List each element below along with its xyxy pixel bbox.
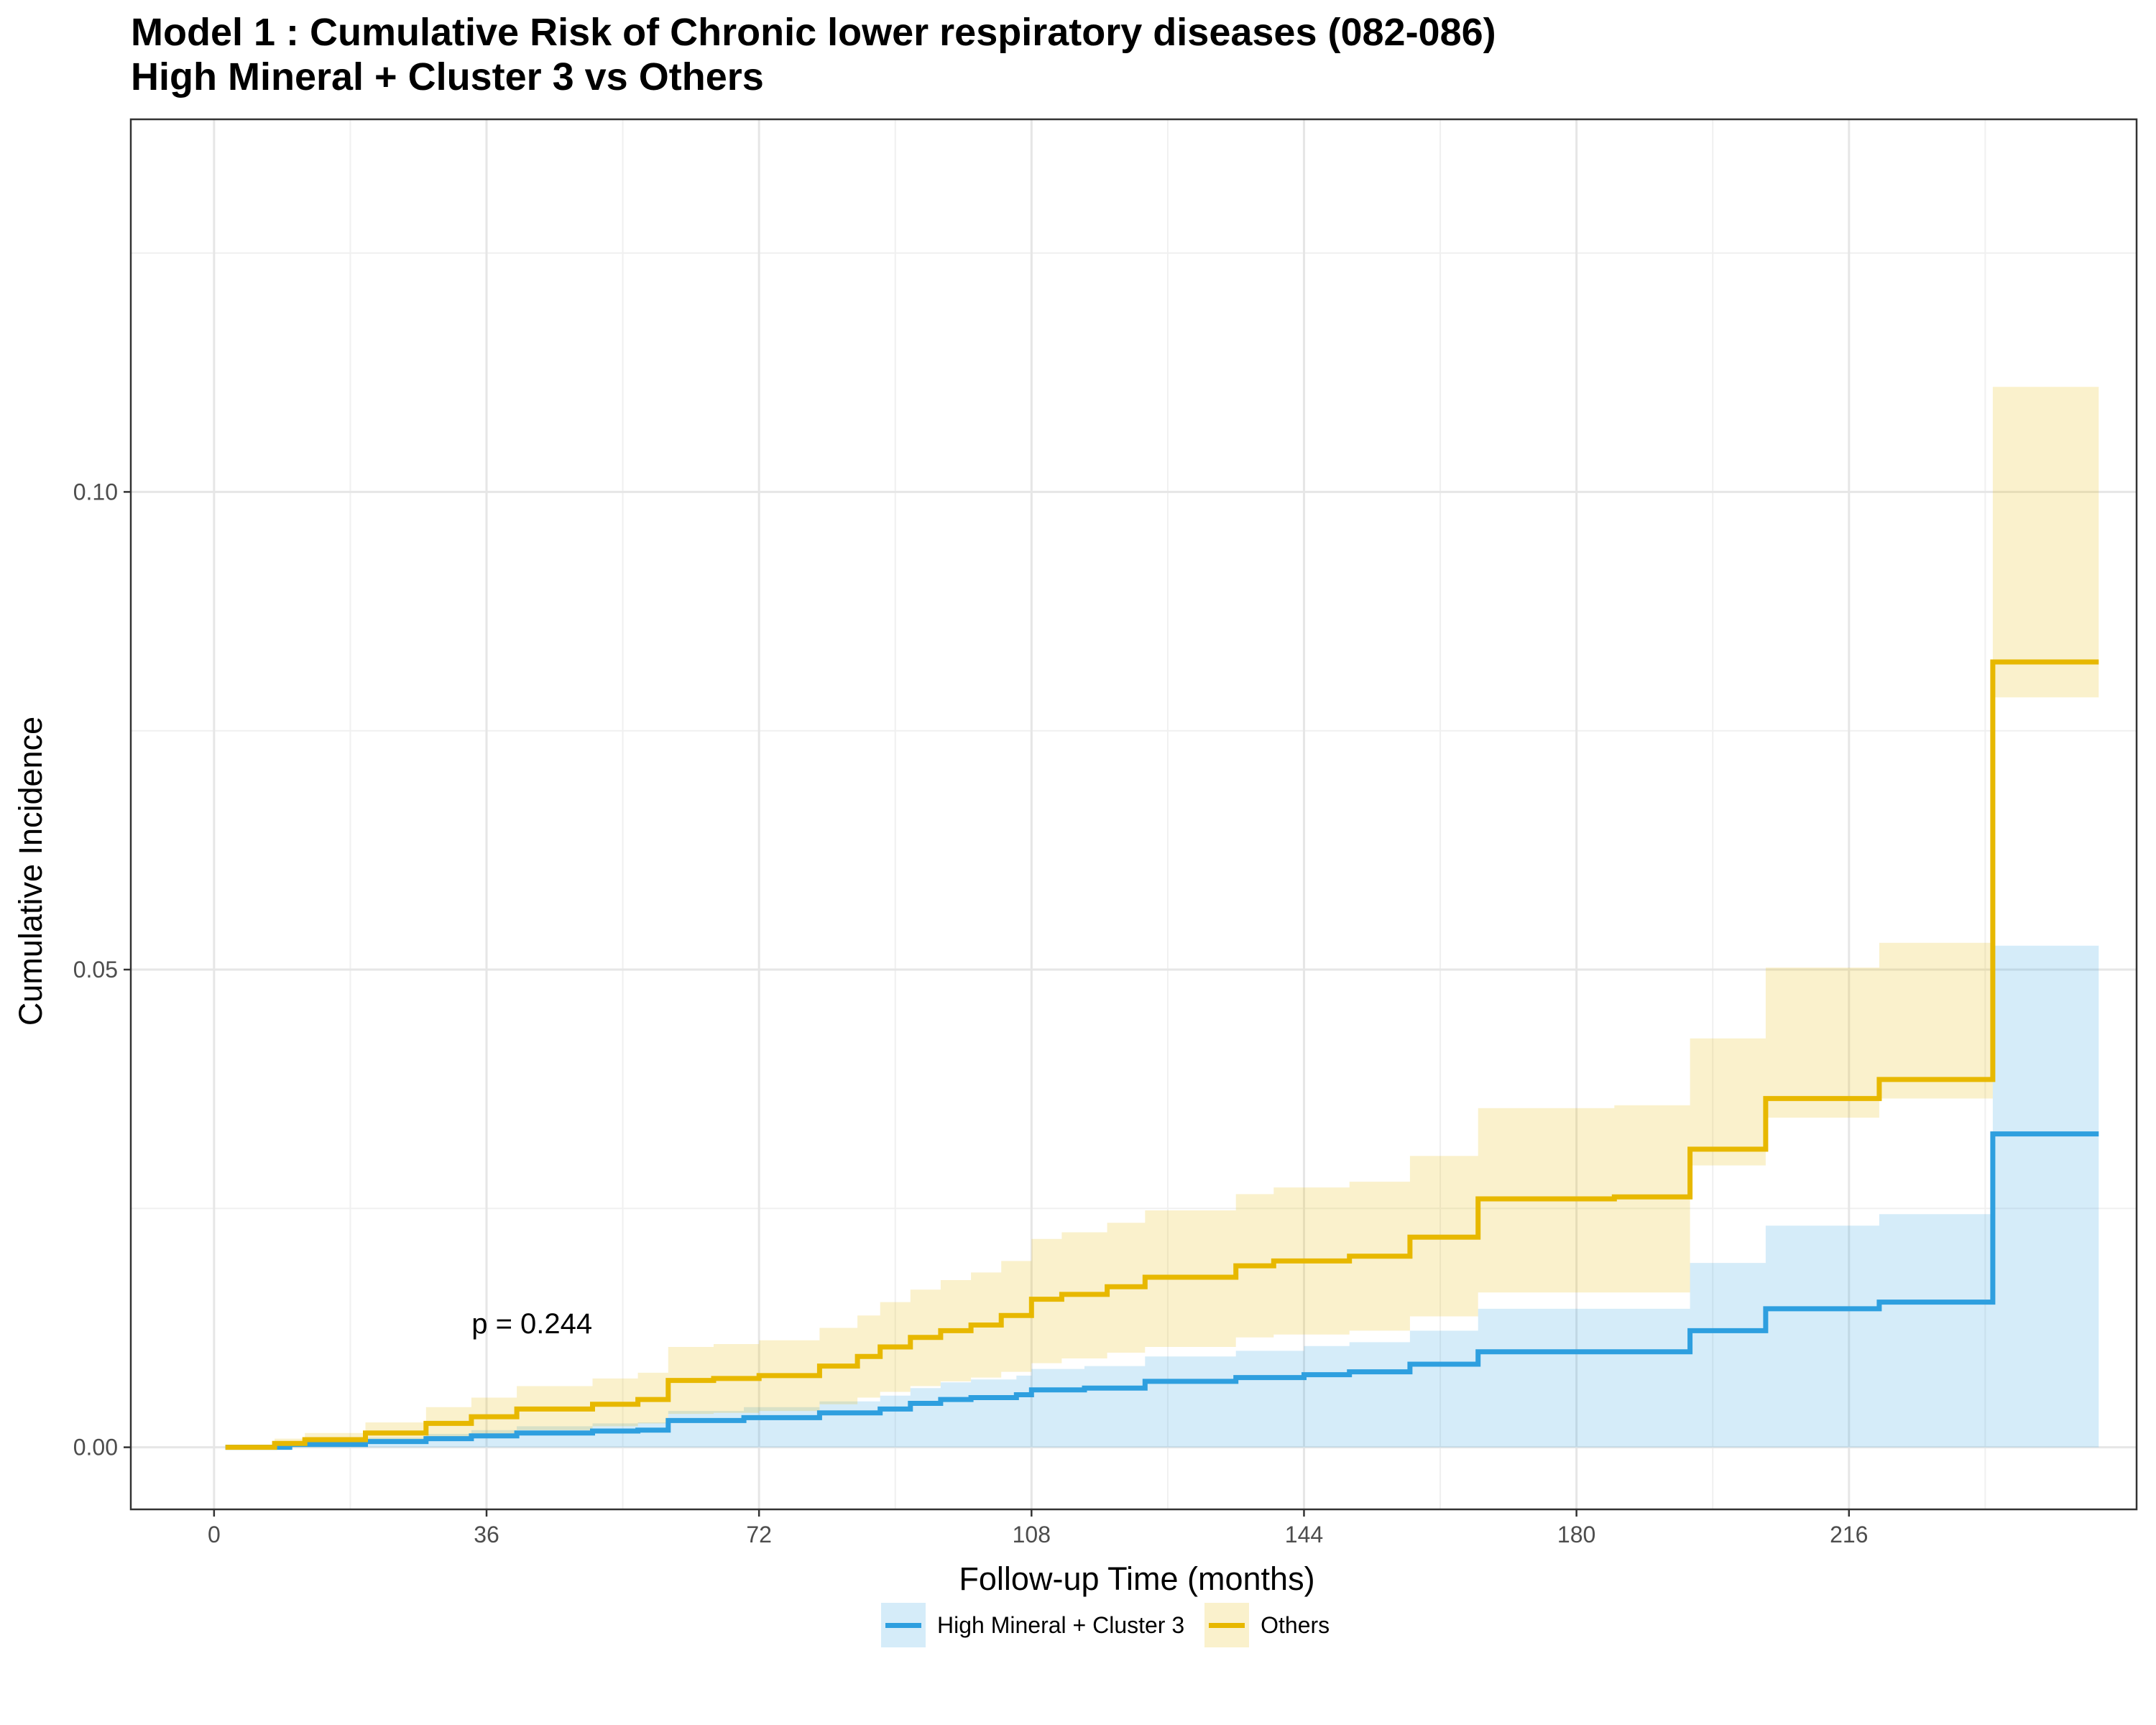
x-tick-label: 72 (746, 1522, 772, 1547)
legend-item-others: Others (1204, 1603, 1330, 1647)
p-value-annotation: p = 0.244 (471, 1308, 592, 1340)
y-tick-label: 0.10 (73, 479, 118, 505)
grid-lines (131, 119, 2137, 1509)
annotations: p = 0.244 (471, 1308, 592, 1340)
x-axis-label: Follow-up Time (months) (959, 1560, 1314, 1597)
y-axis-label: Cumulative Incidence (12, 717, 49, 1026)
series-lines (225, 659, 2099, 1450)
y-tick-label: 0.00 (73, 1435, 118, 1460)
series-line-high-mineral (225, 1131, 2099, 1450)
confidence-band-others (225, 387, 2099, 1448)
x-tick-label: 144 (1285, 1522, 1323, 1547)
x-tick-label: 180 (1557, 1522, 1595, 1547)
legend-key-high-mineral (881, 1603, 926, 1647)
x-tick-label: 0 (208, 1522, 221, 1547)
legend-label-high-mineral: High Mineral + Cluster 3 (937, 1611, 1185, 1638)
legend-key-others (1204, 1603, 1250, 1647)
x-tick-label: 36 (474, 1522, 499, 1547)
confidence-bands (225, 387, 2099, 1448)
axes: Follow-up Time (months) Cumulative Incid… (12, 479, 1868, 1597)
plot-border (129, 118, 2138, 1511)
x-tick-label: 108 (1013, 1522, 1051, 1547)
confidence-band-high-mineral (225, 945, 2099, 1448)
legend-item-high-mineral: High Mineral + Cluster 3 (881, 1603, 1184, 1647)
legend: High Mineral + Cluster 3 Others (881, 1603, 1350, 1647)
series-line-others (225, 659, 2099, 1450)
chart-subtitle: High Mineral + Cluster 3 vs Others (131, 55, 764, 98)
plot-frame (129, 118, 2138, 1511)
x-tick-label: 216 (1830, 1522, 1868, 1547)
legend-label-others: Others (1261, 1611, 1330, 1638)
chart-title: Model 1 : Cumulative Risk of Chronic low… (131, 11, 1496, 54)
y-tick-label: 0.05 (73, 957, 118, 983)
